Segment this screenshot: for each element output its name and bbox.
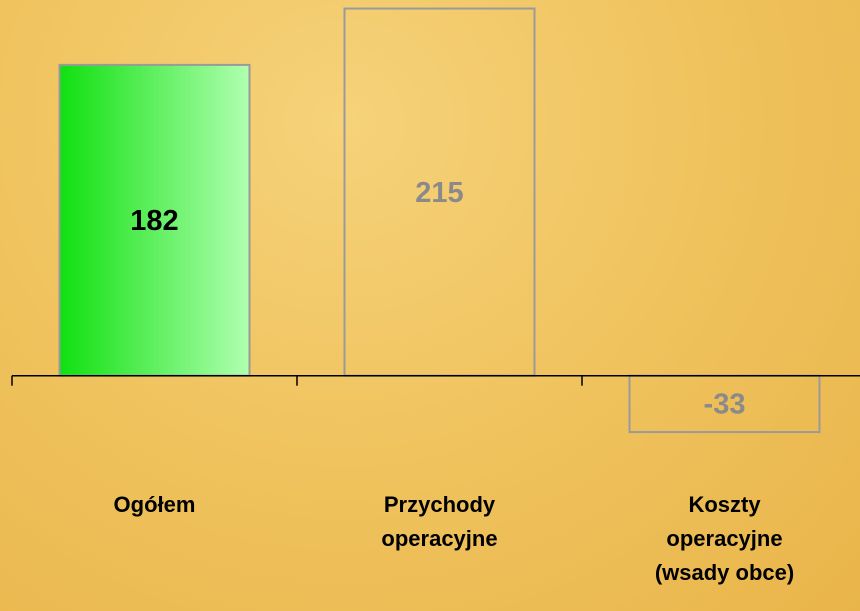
value-label: -33 [704, 389, 746, 421]
value-label: 215 [415, 177, 463, 209]
value-label: 182 [130, 205, 178, 237]
x-tick-label: Koszty operacyjne (wsady obce) [654, 492, 795, 585]
bar [58, 63, 251, 377]
x-tick-label: Ogółem [113, 492, 196, 517]
x-tick-label: Przychody operacyjne [381, 492, 498, 551]
